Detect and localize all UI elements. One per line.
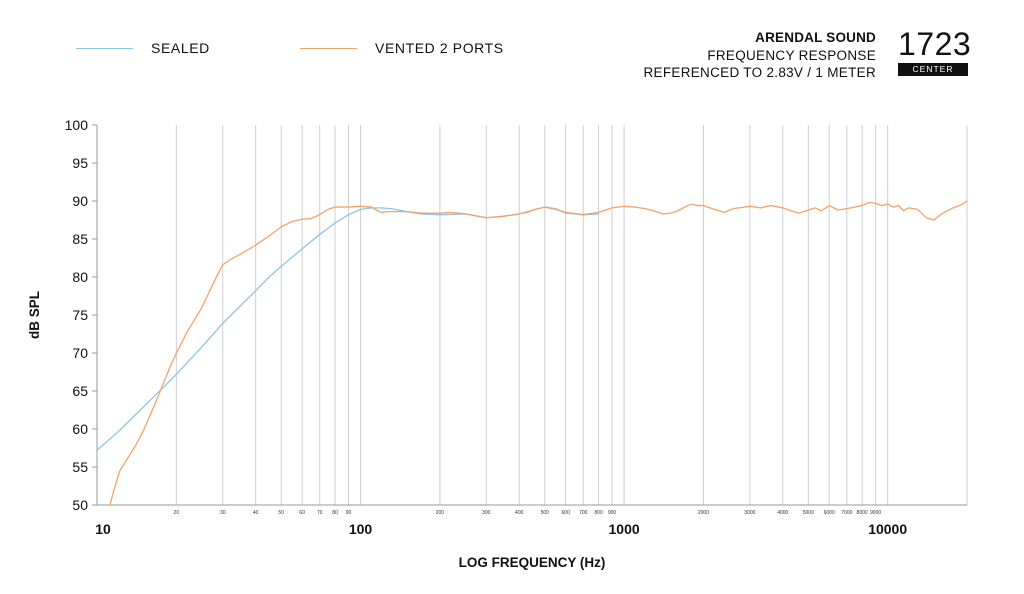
x-tick-label-10: 10 <box>95 521 111 537</box>
x-minor-tick-label-6000: 6000 <box>824 510 835 516</box>
x-minor-tick-label-9000: 9000 <box>870 510 881 516</box>
y-tick-label-75: 75 <box>72 307 88 323</box>
x-tick-label-100: 100 <box>349 521 373 537</box>
series-line-sealed <box>96 206 600 451</box>
x-minor-tick-label-50: 50 <box>278 510 284 516</box>
x-minor-tick-label-90: 90 <box>346 510 352 516</box>
model-logo: 1723 CENTER <box>898 26 972 76</box>
brand-name: ARENDAL SOUND <box>755 30 876 45</box>
y-tick-label-80: 80 <box>72 269 88 285</box>
x-minor-tick-label-900: 900 <box>608 510 617 516</box>
legend-swatch-vented <box>300 47 357 49</box>
x-minor-tick-label-300: 300 <box>482 510 491 516</box>
grid-lines <box>175 125 968 505</box>
x-minor-tick-label-40: 40 <box>253 510 259 516</box>
x-minor-tick-label-30: 30 <box>220 510 226 516</box>
x-minor-tick-label-400: 400 <box>515 510 524 516</box>
y-tick-label-95: 95 <box>72 155 88 171</box>
x-minor-tick-label-60: 60 <box>299 510 305 516</box>
series-lines <box>96 200 968 506</box>
legend-label-sealed: SEALED <box>151 40 210 56</box>
x-minor-tick-label-700: 700 <box>579 510 588 516</box>
x-minor-tick-label-70: 70 <box>317 510 323 516</box>
x-minor-tick-label-500: 500 <box>541 510 550 516</box>
x-minor-tick-label-4000: 4000 <box>777 510 788 516</box>
x-axis-title: LOG FREQUENCY (Hz) <box>459 555 606 570</box>
y-tick-label-70: 70 <box>72 345 88 361</box>
x-minor-tick-label-800: 800 <box>594 510 603 516</box>
x-minor-tick-label-2000: 2000 <box>698 510 709 516</box>
legend-item-vented: VENTED 2 PORTS <box>300 40 504 56</box>
x-minor-tick-label-80: 80 <box>332 510 338 516</box>
x-minor-tick-label-200: 200 <box>436 510 445 516</box>
y-tick-label-60: 60 <box>72 421 88 437</box>
axes <box>92 124 967 506</box>
x-minor-tick-label-20: 20 <box>174 510 180 516</box>
tick-labels: 50 55 60 65 70 75 80 85 90 95 100 10 100 1000 10000 20 3… <box>65 117 908 537</box>
chart-title: FREQUENCY RESPONSE <box>707 47 876 63</box>
chart-header: ARENDAL SOUND FREQUENCY RESPONSE REFEREN… <box>643 29 876 82</box>
y-tick-label-85: 85 <box>72 231 88 247</box>
x-tick-label-1000: 1000 <box>609 521 640 537</box>
chart-subtitle: REFERENCED TO 2.83V / 1 METER <box>643 65 876 80</box>
series-line-vented <box>109 200 968 506</box>
x-minor-tick-label-5000: 5000 <box>803 510 814 516</box>
model-badge: CENTER <box>898 63 968 76</box>
y-tick-label-100: 100 <box>65 117 89 133</box>
model-number: 1723 <box>898 26 972 62</box>
y-tick-label-65: 65 <box>72 383 88 399</box>
legend-swatch-sealed <box>76 47 133 49</box>
y-tick-label-55: 55 <box>72 459 88 475</box>
y-axis-title: dB SPL <box>27 291 42 339</box>
y-tick-label-50: 50 <box>72 497 88 513</box>
x-tick-label-10000: 10000 <box>868 521 907 537</box>
x-minor-tick-label-7000: 7000 <box>841 510 852 516</box>
x-minor-tick-label-8000: 8000 <box>857 510 868 516</box>
legend-label-vented: VENTED 2 PORTS <box>375 40 504 56</box>
x-minor-tick-label-600: 600 <box>561 510 570 516</box>
y-tick-label-90: 90 <box>72 193 88 209</box>
legend-item-sealed: SEALED <box>76 40 210 56</box>
x-minor-tick-label-3000: 3000 <box>744 510 755 516</box>
